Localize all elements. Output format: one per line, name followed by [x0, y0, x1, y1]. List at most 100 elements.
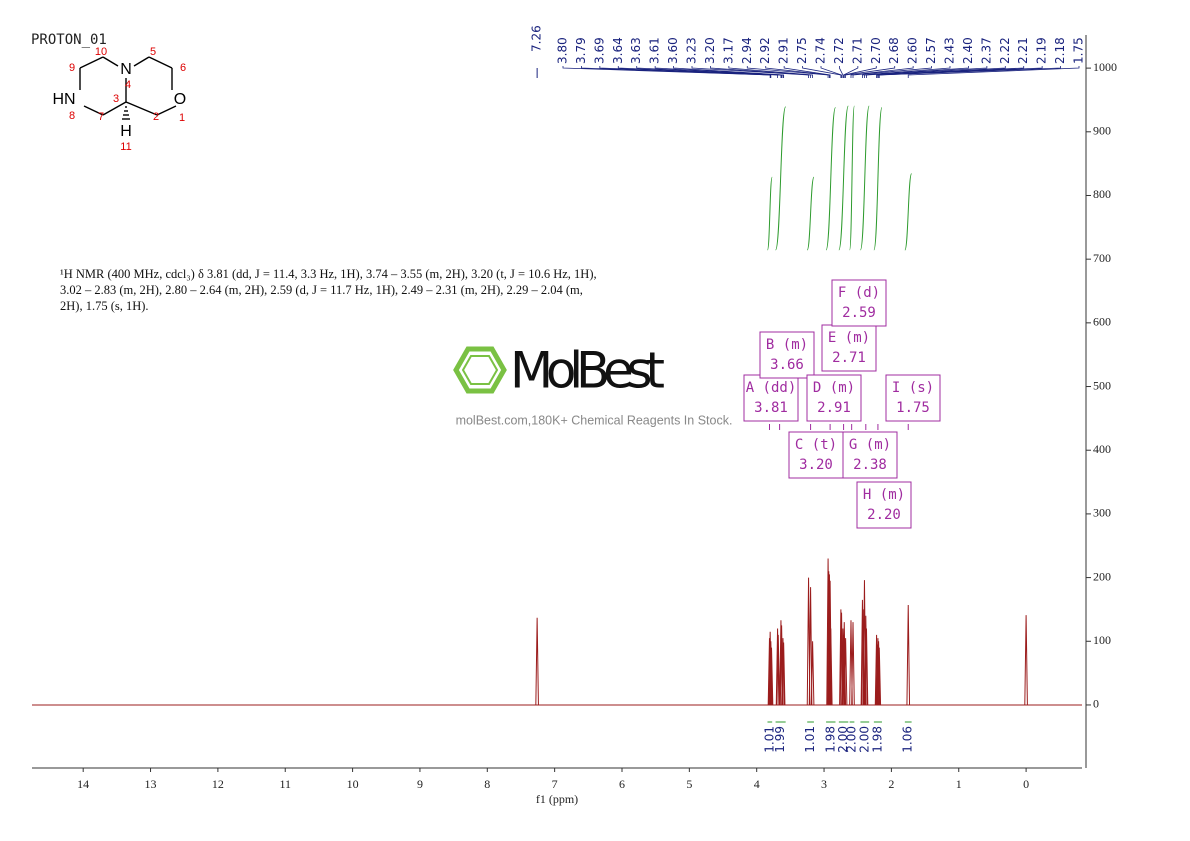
chart-title: PROTON_01	[31, 32, 107, 48]
peak	[864, 628, 869, 705]
peak-label: 2.19	[1035, 37, 1049, 64]
peak	[1024, 615, 1028, 705]
peak-label: 3.23	[685, 37, 699, 64]
multiplet-shift: 3.20	[799, 457, 833, 473]
y-tick-label: 900	[1093, 124, 1111, 138]
integral-curve	[849, 105, 855, 251]
peak-label: 2.91	[777, 37, 791, 64]
multiplet-box	[788, 431, 844, 479]
atom-number: 3	[113, 93, 119, 105]
peak-leader	[783, 66, 831, 78]
integral-curve	[904, 173, 913, 251]
peak-label: 3.20	[703, 37, 717, 64]
multiplet-shift: 3.66	[770, 357, 804, 373]
y-tick-label: 700	[1093, 251, 1111, 265]
y-tick-label: 500	[1093, 378, 1111, 392]
atom-label: O	[174, 91, 186, 108]
multiplet-box	[885, 374, 941, 422]
peak-leader	[876, 66, 1025, 78]
multiplet-box	[743, 374, 799, 422]
peak-leader	[878, 66, 1061, 78]
peak-label: 2.57	[924, 37, 938, 64]
peak	[810, 641, 815, 705]
peak	[808, 587, 813, 705]
peak-leader	[852, 66, 932, 78]
atom-number: 5	[150, 46, 156, 58]
multiplet-name: G (m)	[849, 437, 891, 453]
peak-leader	[617, 66, 782, 78]
integral-label: 1.01	[762, 726, 776, 753]
peak	[877, 647, 882, 705]
integral-label: 1.99	[773, 726, 787, 753]
atom-label: N	[120, 61, 132, 78]
peak-label: 3.61	[648, 37, 662, 64]
peak	[535, 617, 539, 705]
peak-leader	[862, 66, 951, 78]
y-tick-label: 1000	[1093, 60, 1117, 74]
integral-label: 1.98	[823, 726, 837, 753]
integral-curve	[859, 105, 870, 251]
x-tick-label: 9	[417, 777, 423, 791]
integral-label: 1.06	[901, 726, 915, 753]
peak	[781, 638, 785, 705]
peak-leader	[820, 66, 842, 78]
atom-number: 1	[179, 112, 185, 124]
multiplet-name: I (s)	[892, 380, 934, 396]
x-tick-label: 11	[279, 777, 291, 791]
atom-number: 4	[125, 79, 131, 91]
y-tick-label: 0	[1093, 697, 1099, 711]
y-tick-label: 800	[1093, 187, 1111, 201]
x-tick-label: 0	[1023, 777, 1029, 791]
peak-label: 2.72	[832, 37, 846, 64]
peak-leader	[599, 66, 778, 78]
peak-label: 7.26	[530, 25, 544, 52]
y-tick-label: 200	[1093, 569, 1111, 583]
atom-label: HN	[52, 91, 75, 108]
peak-leader	[850, 66, 914, 78]
multiplet-name: F (d)	[838, 285, 880, 301]
x-tick-label: 14	[77, 777, 89, 791]
peak-leader	[654, 66, 784, 78]
x-tick-label: 12	[212, 777, 224, 791]
peak	[828, 628, 833, 705]
peak-leader	[581, 66, 772, 78]
watermark-logo	[453, 346, 507, 394]
atom-number: 6	[180, 62, 186, 74]
multiplet-shift: 2.71	[832, 350, 866, 366]
peak	[864, 615, 868, 705]
x-tick-label: 1	[956, 777, 962, 791]
watermark-brand: MolBest	[510, 342, 664, 400]
peak	[843, 638, 848, 705]
description: ¹H NMR (400 MHz, cdcl₃) δ 3.81 (dd, J = …	[60, 267, 597, 313]
y-tick-label: 300	[1093, 506, 1111, 520]
y-tick-label: 100	[1093, 633, 1111, 647]
peak	[906, 604, 911, 705]
peak-leader	[802, 66, 842, 78]
peak-leader	[907, 66, 1080, 78]
multiplet-box	[759, 331, 815, 379]
peak	[769, 641, 773, 705]
peak	[769, 647, 774, 705]
multiplet-name: H (m)	[863, 487, 905, 503]
atom-number: 7	[98, 111, 104, 123]
peak-label: 2.74	[814, 37, 828, 64]
peak-leader	[636, 66, 783, 78]
x-tick-label: 8	[484, 777, 490, 791]
peak-label: 3.69	[592, 37, 606, 64]
integral-curve	[806, 176, 815, 251]
peak-label: 2.68	[887, 37, 901, 64]
integral-curve	[766, 176, 773, 251]
integral-curve	[825, 106, 836, 251]
multiplet-shift: 2.20	[867, 507, 901, 523]
atom-number: 2	[153, 111, 159, 123]
multiplet-shift: 3.81	[754, 400, 788, 416]
peak	[876, 641, 881, 705]
multiplet-box	[842, 431, 898, 479]
peak-label: 2.75	[795, 37, 809, 64]
peak-label: 3.63	[629, 37, 643, 64]
multiplet-box	[856, 481, 912, 529]
peak-leader	[843, 66, 859, 78]
integral-curve	[775, 106, 787, 251]
x-tick-label: 7	[552, 777, 558, 791]
peak-label: 2.21	[1016, 37, 1030, 64]
